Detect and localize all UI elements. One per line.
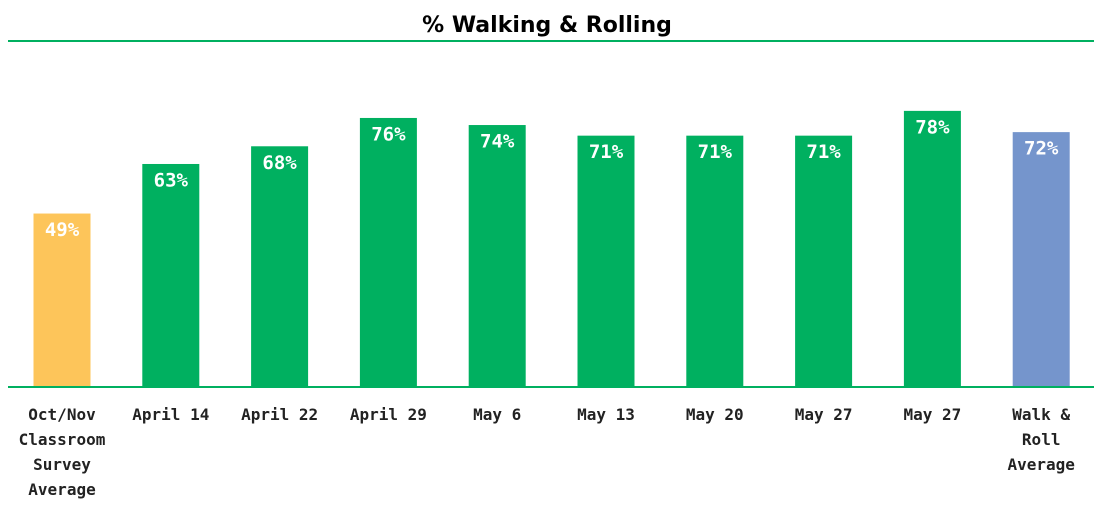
value-label: 74% <box>480 131 515 153</box>
bar <box>142 163 200 387</box>
chart-title: % Walking & Rolling <box>422 13 672 38</box>
value-label: 49% <box>45 219 80 241</box>
x-tick-label: April 29 <box>349 405 427 424</box>
bar <box>795 135 853 387</box>
x-tick-label: May 13 <box>577 405 635 424</box>
bar <box>1012 132 1070 387</box>
bar <box>686 135 744 387</box>
bar <box>251 146 309 387</box>
value-label: 78% <box>915 116 950 138</box>
x-tick-label: May 27 <box>794 405 853 424</box>
bar <box>577 135 635 387</box>
x-tick-label: April 14 <box>132 405 210 424</box>
value-label: 76% <box>371 123 406 145</box>
x-tick-label: Oct/Nov Classroom Survey Average <box>18 405 106 499</box>
x-tick-label: Walk & Roll Average <box>1007 405 1075 474</box>
bar <box>903 110 961 387</box>
value-label: 71% <box>589 141 624 163</box>
x-tick-label: April 22 <box>241 405 319 424</box>
x-tick-label: May 27 <box>903 405 962 424</box>
x-tick-label: May 6 <box>473 405 522 424</box>
value-label: 63% <box>154 169 189 191</box>
bar <box>359 117 417 388</box>
x-tick-label: May 20 <box>685 405 744 424</box>
bar <box>33 213 91 387</box>
value-label: 68% <box>262 152 297 174</box>
value-label: 71% <box>698 141 733 163</box>
value-label: 71% <box>806 141 841 163</box>
bar <box>468 125 526 387</box>
value-label: 72% <box>1024 138 1059 160</box>
